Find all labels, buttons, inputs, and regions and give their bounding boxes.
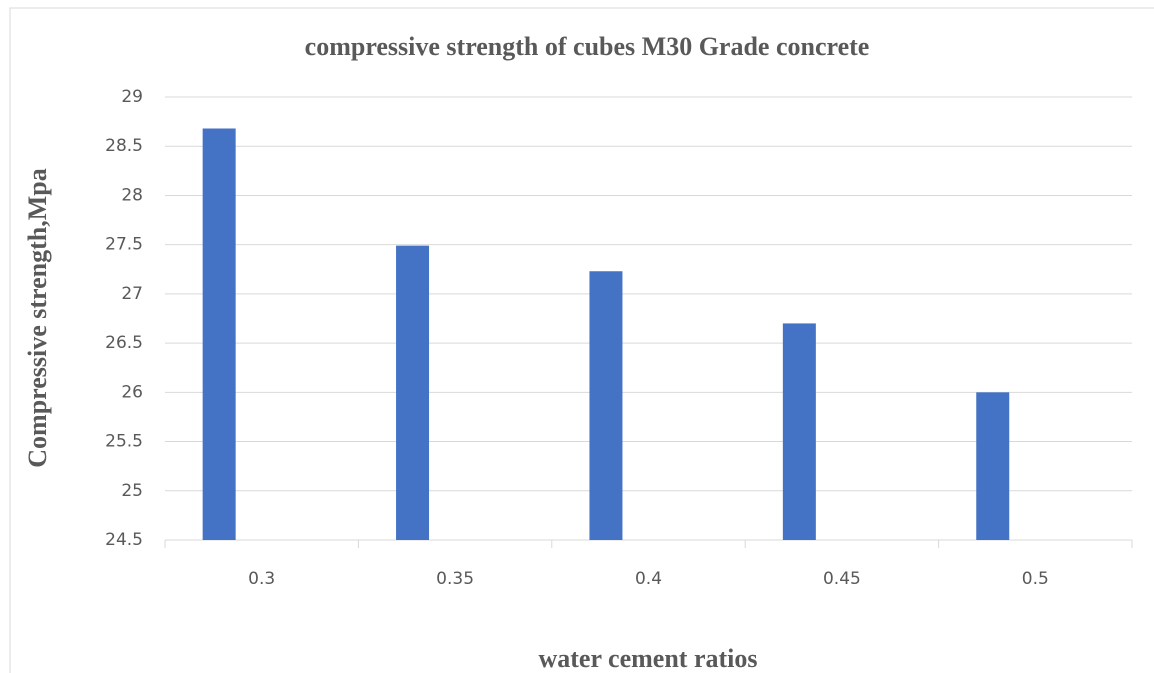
y-tick-label: 28 [121,185,143,205]
y-tick-label: 29 [121,87,143,107]
y-axis-label: Compressive strength,Mpa [23,168,52,467]
bar [782,323,816,540]
bar [589,271,623,540]
bar [202,128,236,540]
x-tick-label: 0.5 [1022,569,1049,589]
chart-border [9,7,1154,673]
y-tick-label: 27.5 [105,235,143,255]
y-tick-label: 26.5 [105,333,143,353]
y-tick-label: 28.5 [105,136,143,156]
x-tick-label: 0.4 [635,569,662,589]
x-tick-label: 0.45 [823,569,861,589]
chart-title: compressive strength of cubes M30 Grade … [305,32,870,61]
y-tick-label: 26 [121,382,143,402]
y-tick-label: 27 [121,284,143,304]
bar [396,245,430,540]
x-axis-label: water cement ratios [539,644,758,673]
y-tick-label: 25 [121,481,143,501]
y-tick-label: 25.5 [105,432,143,452]
x-tick-label: 0.35 [436,569,474,589]
y-tick-label: 24.5 [105,530,143,550]
x-tick-label: 0.3 [248,569,275,589]
bar [976,392,1010,540]
